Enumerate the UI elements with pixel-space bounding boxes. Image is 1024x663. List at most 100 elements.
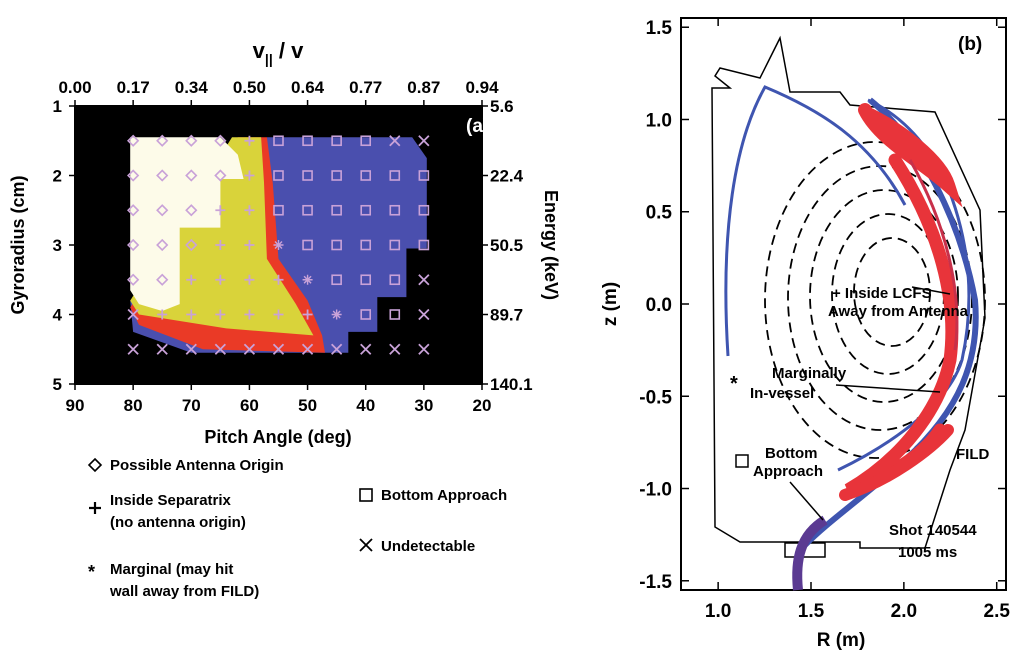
legend: Possible Antenna Origin Inside Separatri…: [87, 457, 507, 600]
annotation-marginal-1: Marginally: [772, 365, 847, 382]
right-tick-label-a: 140.1: [490, 375, 533, 394]
flux-surface: [853, 237, 931, 347]
marker-x: [418, 135, 430, 147]
vessel-wall: [711, 35, 986, 549]
arrow-inside-lcfs: [911, 286, 951, 295]
top-tick-label-a: 0.64: [291, 78, 325, 97]
marker-square: [389, 170, 401, 181]
right-tick-label-a: 50.5: [490, 236, 523, 255]
marker-x: [418, 274, 430, 286]
legend-star-icon: *: [88, 562, 95, 582]
marker-diamond: [127, 169, 140, 182]
marker-x: [243, 343, 256, 355]
marker-x: [127, 308, 139, 321]
x-axis-label-a: Pitch Angle (deg): [204, 427, 351, 447]
marker-square: [331, 274, 342, 286]
x-tick-label-a: 60: [240, 396, 259, 415]
marker-square: [273, 135, 284, 147]
marker-square: [331, 170, 342, 181]
legend-undetectable: Undetectable: [381, 538, 475, 555]
marker-plus: [215, 205, 226, 216]
marker-plus: [215, 274, 226, 285]
heatmap-markers: [127, 134, 430, 355]
x-tick-label-b: 2.0: [891, 601, 917, 622]
marker-square: [389, 274, 401, 286]
annotation-bottom-2: Approach: [753, 463, 823, 480]
marker-star: [273, 240, 284, 250]
marker-plus: [244, 135, 255, 146]
legend-bottom-approach: Bottom Approach: [381, 487, 507, 504]
x-tick-label-a: 40: [356, 396, 375, 415]
marker-plus: [244, 170, 255, 181]
panel-a-axes: 90 80 70 60 50 40 30 20 0.00 0.17 0.34 0.50 0.64 0.77…: [53, 78, 533, 415]
x-tick-label-b: 2.5: [984, 601, 1011, 622]
legend-marginal-2: wall away from FILD): [109, 583, 259, 600]
marker-x: [418, 343, 430, 355]
marker-plus: [157, 309, 168, 320]
x-tick-label-a: 80: [124, 396, 143, 415]
marker-square: [418, 170, 430, 181]
orbit-blue-outer: [724, 85, 907, 357]
legend-square-icon: [359, 488, 373, 502]
y-tick-label-b: -0.5: [639, 387, 672, 408]
orbit-red-inner: [908, 159, 959, 351]
marker-plus: [215, 309, 226, 320]
orbit-red-lower: [839, 424, 954, 501]
marker-diamond: [185, 169, 198, 182]
y-tick-label-a: 2: [53, 167, 62, 186]
marker-square: [302, 204, 313, 216]
y-tick-label-b: 0.5: [646, 203, 673, 224]
top-tick-label-a: 0.00: [58, 78, 91, 97]
panel-b-axes: 1.0 1.5 2.0 2.5 1.5 1.0 0.5 0.0 -0.5 -1.0 -1.5: [639, 18, 1010, 622]
marker-square: [331, 204, 342, 216]
right-tick-label-a: 5.6: [490, 97, 514, 116]
top-tick-label-a: 0.77: [349, 78, 382, 97]
annotation-marginal-star: *: [730, 373, 738, 395]
marker-x: [301, 343, 314, 355]
marker-diamond: [214, 134, 227, 147]
orbit-red-top: [858, 103, 963, 208]
y-tick-label-a: 1: [53, 97, 62, 116]
marker-x: [272, 343, 285, 355]
marker-plus: [273, 309, 284, 320]
marker-x: [360, 343, 372, 355]
y-tick-label-b: 1.0: [646, 110, 672, 131]
marker-square: [389, 309, 401, 320]
annotation-inside-lcfs-2: Away from Antenna: [828, 303, 969, 320]
bottom-approach-marker: [735, 454, 749, 468]
legend-x-icon: [359, 538, 373, 552]
marker-plus: [244, 205, 255, 216]
annotation-bottom-1: Bottom: [765, 445, 818, 462]
y-axis-label-a: Gyroradius (cm): [8, 175, 28, 314]
marker-diamond: [156, 134, 169, 147]
marker-plus: [273, 274, 284, 285]
marker-square: [273, 204, 284, 216]
annotation-shot-2: 1005 ms: [898, 544, 957, 561]
legend-plus-icon: [89, 502, 101, 514]
marker-x: [156, 343, 168, 355]
right-tick-label-a: 22.4: [490, 167, 524, 186]
y-tick-label-b: 1.5: [646, 18, 673, 39]
marker-square: [389, 239, 401, 251]
region-possible-antenna: [130, 137, 244, 311]
marker-diamond: [214, 169, 227, 182]
x-tick-label-a: 70: [182, 396, 201, 415]
marker-plus: [186, 309, 197, 320]
y-tick-label-b: -1.0: [639, 480, 672, 501]
marker-diamond: [156, 273, 169, 286]
marker-square: [360, 170, 372, 181]
marker-star: [302, 274, 313, 285]
flux-surface: [809, 189, 959, 403]
marker-square: [331, 135, 342, 147]
marker-diamond: [127, 204, 140, 217]
marker-diamond: [156, 204, 169, 217]
panel-a: (a) 90 80 70 60 50 40 30 20 0.00 0.17 0.34 0.50 0.64…: [8, 38, 561, 447]
marker-x: [418, 308, 430, 321]
y-tick-label-b: 0.0: [646, 295, 672, 316]
marker-x: [389, 135, 401, 147]
marker-x: [331, 343, 343, 355]
marker-square: [331, 239, 342, 251]
annotation-marginal-2: In-vessel: [750, 385, 814, 402]
flux-surface: [764, 141, 986, 459]
marker-plus: [215, 240, 226, 250]
